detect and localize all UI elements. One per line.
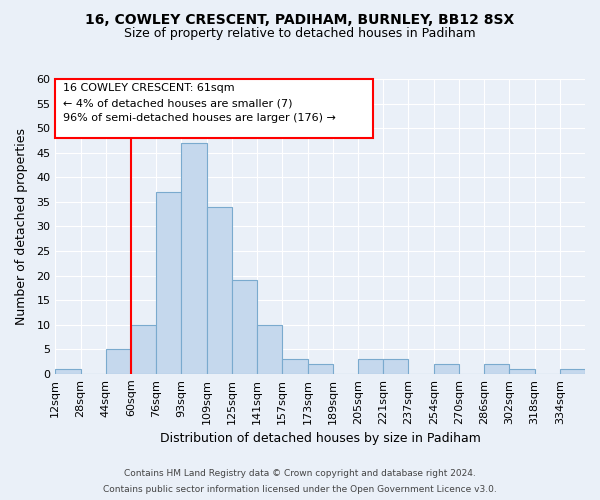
Text: Contains HM Land Registry data © Crown copyright and database right 2024.: Contains HM Land Registry data © Crown c…	[124, 468, 476, 477]
Text: Contains public sector information licensed under the Open Government Licence v3: Contains public sector information licen…	[103, 485, 497, 494]
Bar	[232, 280, 257, 374]
X-axis label: Distribution of detached houses by size in Padiham: Distribution of detached houses by size …	[160, 432, 481, 445]
Bar	[383, 359, 409, 374]
Bar	[181, 143, 206, 374]
Bar	[308, 364, 333, 374]
Bar	[206, 206, 232, 374]
Bar	[484, 364, 509, 374]
Bar	[283, 359, 308, 374]
Bar	[434, 364, 459, 374]
Bar	[106, 349, 131, 374]
Bar	[560, 369, 585, 374]
Bar	[55, 369, 80, 374]
Bar	[156, 192, 181, 374]
Text: 16, COWLEY CRESCENT, PADIHAM, BURNLEY, BB12 8SX: 16, COWLEY CRESCENT, PADIHAM, BURNLEY, B…	[85, 12, 515, 26]
Bar	[131, 324, 156, 374]
Bar	[257, 324, 283, 374]
Text: 16 COWLEY CRESCENT: 61sqm
← 4% of detached houses are smaller (7)
96% of semi-de: 16 COWLEY CRESCENT: 61sqm ← 4% of detach…	[63, 84, 336, 123]
Y-axis label: Number of detached properties: Number of detached properties	[15, 128, 28, 325]
Text: Size of property relative to detached houses in Padiham: Size of property relative to detached ho…	[124, 28, 476, 40]
Bar	[509, 369, 535, 374]
FancyBboxPatch shape	[55, 79, 373, 138]
Bar	[358, 359, 383, 374]
